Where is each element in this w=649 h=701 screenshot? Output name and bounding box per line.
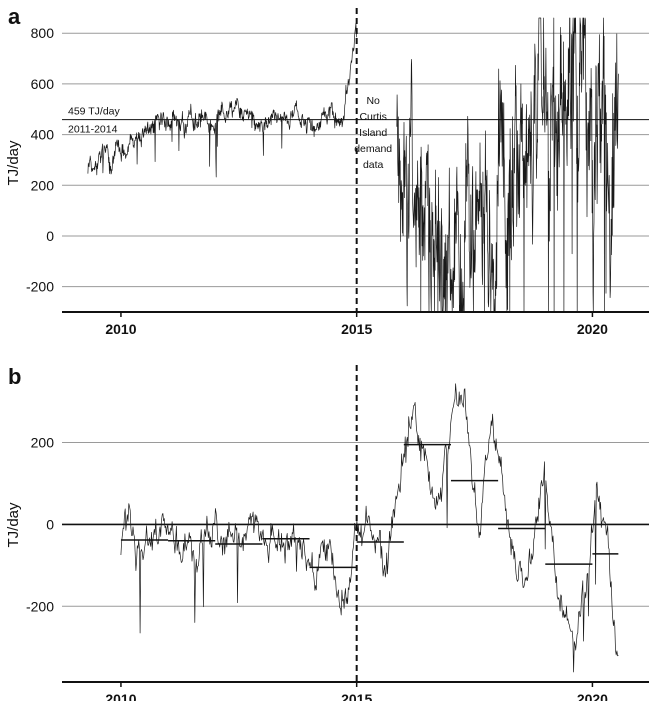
panel-b-y-tick-label: 0 (46, 516, 54, 532)
panel-a-x-tick-label: 2010 (105, 321, 136, 337)
no-data-annotation-line: Island (359, 127, 387, 139)
reference-period-label: 2011-2014 (68, 124, 118, 136)
panel-b-y-tick-label: 200 (31, 435, 55, 451)
panel-a-y-tick-label: 800 (31, 25, 55, 41)
no-data-annotation-line: demand (354, 143, 392, 155)
panel-a-y-tick-label: -200 (26, 279, 54, 295)
panel-b-x-tick-label: 2020 (577, 691, 608, 701)
panel-b-y-tick-label: -200 (26, 598, 54, 614)
panel-a: a TJ/day -200 0 200 400 600 800 459 TJ/day 201… (5, 4, 649, 337)
panel-a-y-tick-label: 0 (46, 228, 54, 244)
panel-a-series-line (87, 22, 358, 178)
panel-b-series-line (120, 383, 619, 673)
panel-b-x-tick-label: 2010 (105, 691, 136, 701)
no-data-annotation-line: No (366, 95, 380, 107)
no-data-annotation-line: data (363, 159, 384, 171)
panel-b-letter: b (8, 364, 21, 389)
panel-a-x-tick-label: 2020 (577, 321, 608, 337)
panel-a-y-axis-label: TJ/day (5, 140, 22, 186)
panel-a-letter: a (8, 4, 21, 29)
panel-b: b TJ/day -200 0 200 2010 2015 2020 (5, 364, 649, 701)
panel-b-y-axis-label: TJ/day (5, 502, 22, 548)
reference-line-label: 459 TJ/day (68, 106, 121, 118)
panel-a-y-tick-label: 600 (31, 76, 55, 92)
panel-a-y-tick-label: 200 (31, 177, 55, 193)
panel-b-x-tick-label: 2015 (341, 691, 372, 701)
panel-a-y-tick-label: 400 (31, 127, 55, 143)
panel-a-x-tick-label: 2015 (341, 321, 372, 337)
panel-a-series-line-2 (396, 17, 619, 313)
no-data-annotation-line: Curtis (359, 111, 386, 123)
